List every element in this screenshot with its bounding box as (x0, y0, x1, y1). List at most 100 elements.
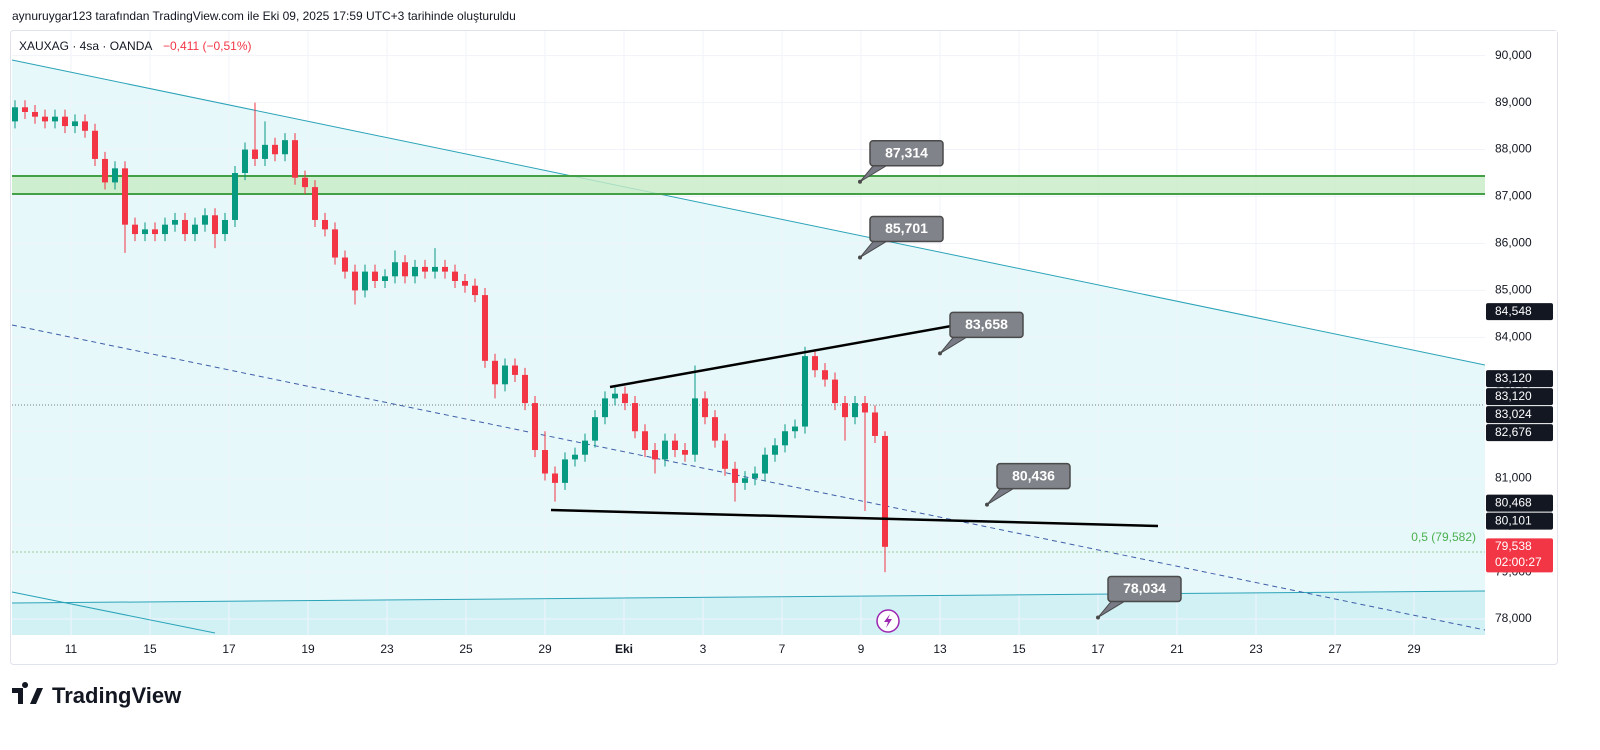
x-tick-label: 15 (1012, 642, 1026, 656)
trendline (550, 508, 1159, 528)
channel-line (11, 591, 216, 634)
candle-body (102, 158, 108, 183)
candle-body (542, 450, 548, 474)
x-tick-label: 25 (459, 642, 473, 656)
candle-body (382, 276, 388, 282)
x-tick-label: 3 (700, 642, 707, 656)
axis-bg (1485, 31, 1557, 635)
price-tag-label: 80,101 (1495, 513, 1532, 527)
candle-body (832, 379, 838, 404)
callout-label: 78,034 (1123, 580, 1166, 596)
logo-mark (12, 682, 29, 704)
price-tag: 80,101 (1486, 512, 1553, 530)
candle-body (452, 271, 458, 282)
price-tag-label: 83,120 (1495, 389, 1532, 403)
y-tick-label: 87,000 (1495, 189, 1532, 203)
price-tag-bg (1486, 303, 1553, 321)
zone (12, 176, 1485, 194)
price-tag: 82,676 (1486, 424, 1553, 442)
candle-body (442, 266, 448, 272)
candle-body (842, 403, 848, 418)
callout-box (1107, 575, 1182, 603)
candle-body (52, 116, 58, 122)
candle-body (72, 121, 78, 127)
plot-area (12, 60, 1485, 635)
candle-body (462, 281, 468, 286)
logo-mark (30, 688, 43, 704)
candle-body (522, 374, 528, 404)
candle-body (162, 224, 168, 235)
candle-body (812, 356, 818, 371)
candle-body (712, 417, 718, 441)
candle-body (182, 219, 188, 235)
candle-body (132, 224, 138, 235)
change: −0,411 (−0,51%) (163, 39, 252, 53)
price-tag-bg (1486, 388, 1553, 406)
candle-body (352, 271, 358, 291)
candle-body (722, 440, 728, 469)
candle-body (92, 130, 98, 159)
candle-body (322, 219, 328, 230)
candles (12, 100, 888, 573)
candle-body (302, 177, 308, 188)
price-tag-bg (1486, 370, 1553, 388)
y-tick-label: 81,000 (1495, 470, 1532, 484)
y-tick-label: 85,000 (1495, 283, 1532, 297)
symbol: XAUXAG · 4sa · OANDA (19, 39, 152, 53)
header: aynuruygar123 tarafından TradingView.com… (12, 9, 516, 23)
price-tag-label: 79,538 (1495, 539, 1532, 553)
price-tag-bg (1486, 424, 1553, 442)
candle-body (652, 450, 658, 460)
candle-body (282, 140, 288, 155)
candle-body (662, 440, 668, 460)
candle-body (682, 450, 688, 455)
candle-body (512, 365, 518, 375)
candle-body (782, 431, 788, 446)
candle-body (552, 473, 558, 483)
x-tick-label: 17 (222, 642, 236, 656)
y-tick-label: 88,000 (1495, 142, 1532, 156)
candle-body (482, 295, 488, 361)
fib-label: 0,5 (79,582) (1411, 530, 1476, 544)
event-bolt (884, 614, 892, 628)
candle-body (62, 116, 68, 127)
candle-body (152, 229, 158, 235)
callout-box (996, 462, 1071, 490)
y-tick-label: 86,000 (1495, 236, 1532, 250)
candle-body (752, 473, 758, 479)
candle-body (642, 431, 648, 451)
candle-body (222, 219, 228, 235)
price-tag: 79,538 02:00:27 (1486, 538, 1553, 573)
candle-body (312, 187, 318, 220)
candle-body (122, 168, 128, 225)
candle-body (492, 360, 498, 385)
callout-label: 83,658 (965, 316, 1008, 332)
mid-line (11, 324, 1486, 631)
candle-body (732, 468, 738, 483)
candle-body (112, 168, 118, 183)
x-tick-label: 29 (1407, 642, 1421, 656)
candle-body (772, 445, 778, 455)
x-tick-label: 29 (538, 642, 552, 656)
callout-anchor (858, 179, 862, 184)
callout-label: 80,436 (1012, 467, 1055, 483)
channel-fill (12, 60, 1485, 635)
x-tick-label: 9 (858, 642, 865, 656)
candle-body (402, 262, 408, 277)
candle-body (172, 219, 178, 225)
candle-body (592, 417, 598, 441)
candle-body (742, 478, 748, 483)
candle-body (622, 393, 628, 404)
price-tag-label: 83,120 (1495, 371, 1532, 385)
x-tick-label: 17 (1091, 642, 1105, 656)
x-tick-label: 13 (933, 642, 947, 656)
x-tick-label: 27 (1328, 642, 1342, 656)
callout-box (949, 311, 1024, 339)
y-tick-label: 84,000 (1495, 330, 1532, 344)
candle-body (762, 454, 768, 474)
candle-body (532, 403, 538, 451)
footer: TradingView (52, 683, 182, 708)
price-tag-label: 83,024 (1495, 407, 1532, 421)
